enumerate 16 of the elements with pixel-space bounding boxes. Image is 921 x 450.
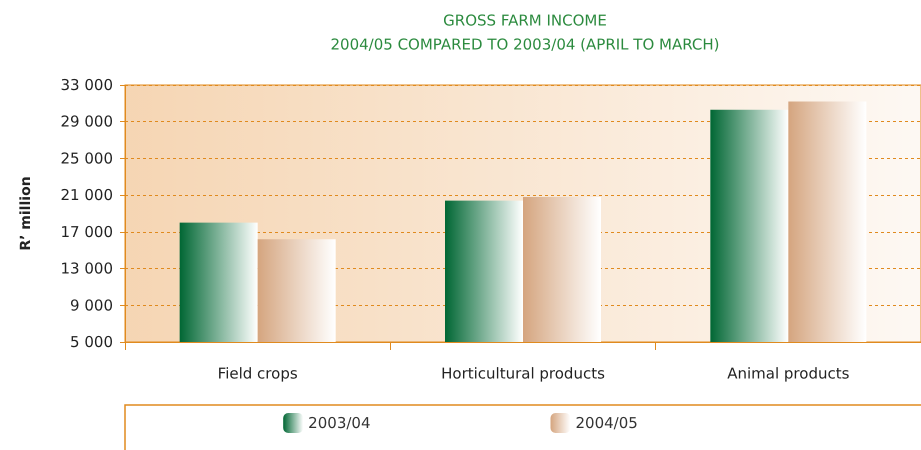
x-tick-label: Field crops [218, 364, 298, 382]
y-tick-label: 25 000 [60, 149, 113, 168]
x-tick-label: Horticultural products [441, 364, 606, 382]
y-tick-label: 33 000 [60, 76, 113, 94]
y-axis-title: R’ million [18, 176, 34, 251]
y-tick-label: 13 000 [60, 260, 113, 278]
y-tick-label: 21 000 [60, 186, 113, 204]
y-tick-label: 17 000 [60, 222, 113, 241]
legend-label: 2004/05 [576, 414, 638, 432]
y-tick-label: 9 000 [70, 296, 113, 314]
y-tick-label: 29 000 [60, 112, 113, 131]
y-tick-label: 5 000 [70, 333, 113, 351]
legend-label: 2003/04 [308, 414, 371, 432]
chart-subtitle: 2004/05 COMPARED TO 2003/04 (APRIL TO MARCH) [330, 36, 720, 54]
chart-title: GROSS FARM INCOME [443, 12, 607, 30]
x-tick-label: Animal products [727, 364, 850, 382]
